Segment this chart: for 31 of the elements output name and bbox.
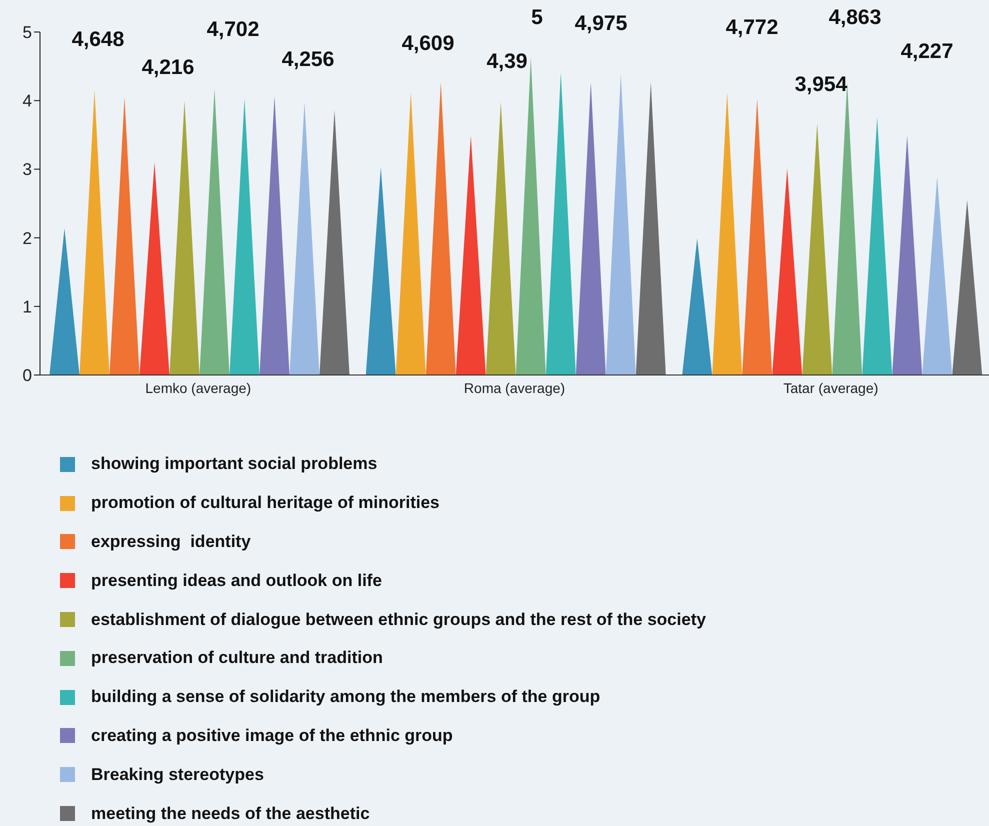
legend-label: presenting ideas and outlook on life (91, 570, 382, 591)
annotation: 4,772 (726, 16, 778, 40)
x-tick-label: Roma (average) (464, 380, 566, 396)
legend-label: showing important social problems (91, 454, 378, 474)
text: 5 (531, 6, 543, 30)
annotation: 4,648 (72, 28, 124, 52)
legend-label: building a sense of solidarity among the members of the group (91, 687, 600, 708)
x-tick-label: Lemko (average) (145, 380, 252, 396)
legend-label: meeting the needs of the aesthetic (91, 804, 370, 824)
legend-label: establishment of dialogue between ethnic groups and the rest of the society (91, 610, 706, 630)
legend-label: expressing identity (91, 532, 251, 552)
annotation: 4,227 (900, 40, 954, 64)
legend-label: Breaking stereotypes (91, 764, 264, 785)
legend-label: promotion of cultural heritage of minorities (91, 493, 440, 514)
y-tick-label: 4 (22, 92, 32, 111)
y-tick-label: 2 (22, 228, 32, 248)
annotation: 4,609 (402, 32, 454, 56)
annotation: 4,216 (142, 56, 194, 80)
legend-label: preservation of culture and tradition (91, 648, 383, 668)
text: 4,863 (828, 6, 882, 30)
y-tick-label: 5 (22, 23, 32, 42)
annotation: 4,39 (486, 50, 528, 74)
y-tick-label: 1 (22, 297, 32, 316)
annotation: 4,975 (574, 12, 628, 36)
legend-label: creating a positive image of the ethnic group (91, 726, 453, 746)
x-tick-label: Tatar (average) (783, 380, 878, 396)
y-tick-label: 0 (22, 366, 32, 386)
annotation: 4,702 (206, 18, 260, 42)
y-tick-label: 3 (22, 160, 32, 180)
annotation: 4,256 (282, 48, 334, 72)
annotation: 3,954 (794, 73, 848, 97)
